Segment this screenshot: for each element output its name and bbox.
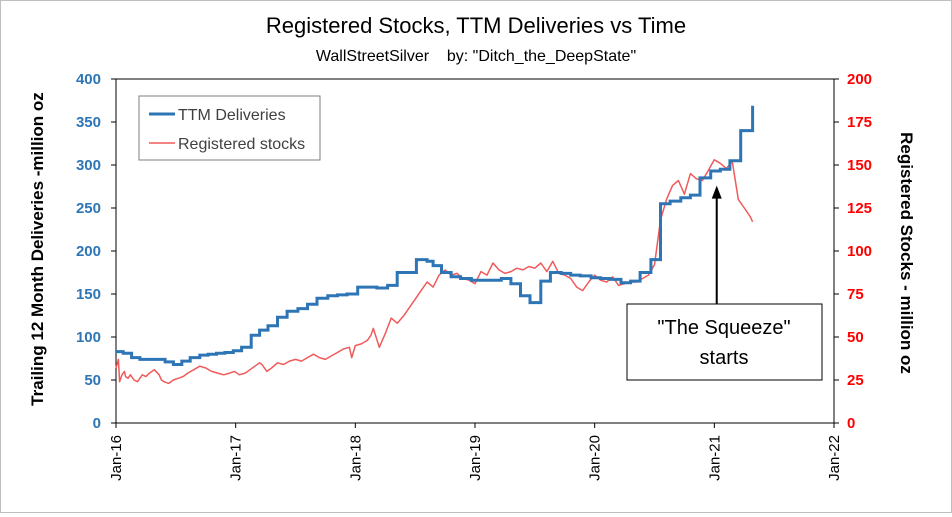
y-right-tick-label: 100 [847,243,872,260]
legend-box [138,95,321,161]
y-left-tick-label: 300 [76,157,101,174]
y-right-tick-label: 25 [847,372,864,389]
x-tick-label: Jan-17 [228,435,245,481]
x-tick-label: Jan-22 [826,435,843,481]
legend: TTM Deliveries Registered stocks [138,95,321,161]
y-left-tick-label: 250 [76,200,101,217]
x-tick-label: Jan-18 [347,435,364,481]
squeeze-annotation: "The Squeeze" starts [626,185,823,381]
y-left-tick-label: 100 [76,329,101,346]
annotation-line2: starts [700,347,749,369]
y-left-tick-label: 50 [84,372,101,389]
y-right-tick-label: 75 [847,286,864,303]
x-tick-label: Jan-16 [108,435,125,481]
x-tick-label: Jan-20 [587,435,604,481]
chart-subtitle: WallStreetSilver by: "Ditch_the_DeepStat… [316,48,636,65]
x-tick-label: Jan-19 [467,435,484,481]
x-tick-label: Jan-21 [706,435,723,481]
y-left-tick-label: 200 [76,243,101,260]
annotation-box [626,303,823,381]
y-right-tick-label: 175 [847,114,872,131]
y-axis-left-title: Trailing 12 Month Deliveries -million oz [28,92,47,406]
y-left-tick-label: 350 [76,114,101,131]
y-left-tick-label: 150 [76,286,101,303]
chart-title: Registered Stocks, TTM Deliveries vs Tim… [266,13,686,38]
legend-label-ttm: TTM Deliveries [178,107,286,124]
y-right-tick-label: 150 [847,157,872,174]
legend-label-registered: Registered stocks [178,136,305,153]
y-right-tick-label: 50 [847,329,864,346]
y-right-tick-label: 125 [847,200,872,217]
y-right-tick-label: 200 [847,71,872,88]
y-left-tick-label: 400 [76,71,101,88]
annotation-arrowhead [711,185,722,199]
y-left-tick-label: 0 [93,415,101,432]
y-right-tick-label: 0 [847,415,855,432]
series-ttm-deliveries [116,105,755,366]
annotation-line1: "The Squeeze" [657,317,790,339]
y-axis-right-title: Registered Stocks - million oz [897,132,916,374]
